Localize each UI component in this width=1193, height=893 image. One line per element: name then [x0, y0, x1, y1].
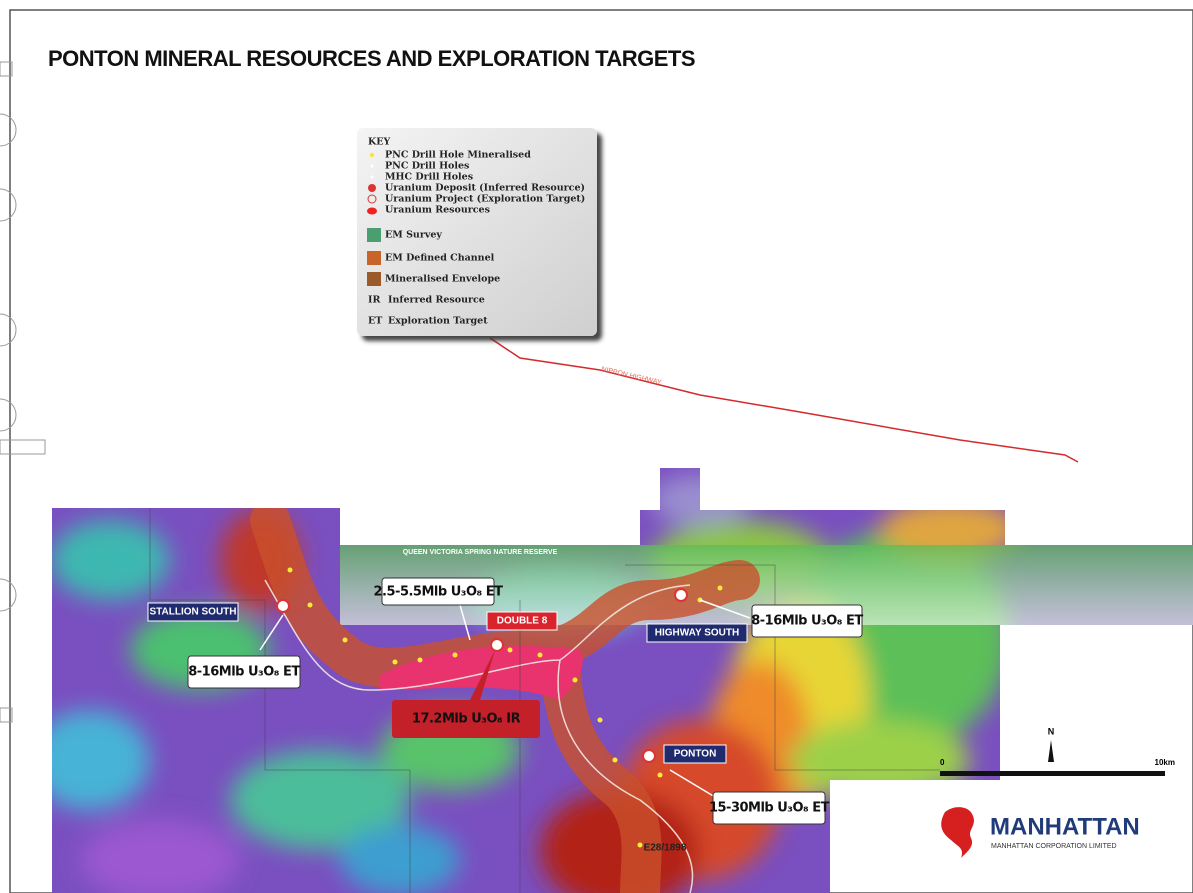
logo-name: MANHATTAN: [990, 813, 1140, 840]
legend-item: Exploration Target: [388, 316, 488, 327]
legend-item: PNC Drill Holes: [385, 161, 469, 172]
legend-code: IR: [368, 295, 380, 306]
frame: [9, 9, 1193, 893]
scale-label: 10km: [1155, 758, 1175, 767]
place-label: DOUBLE 8: [497, 616, 548, 627]
legend-item: EM Survey: [385, 230, 442, 241]
legend-item: Inferred Resource: [388, 295, 485, 306]
place-label: STALLION SOUTH: [149, 607, 236, 618]
legend-item: Uranium Project (Exploration Target): [385, 194, 585, 205]
callout: 8-16Mlb U₃O₈ ET: [188, 665, 300, 680]
legend-item: Uranium Resources: [385, 205, 490, 216]
place-label: PONTON: [674, 749, 717, 760]
binder-rings: [0, 61, 46, 723]
scale-label: 0: [940, 758, 945, 767]
logo-subtitle: MANHATTAN CORPORATION LIMITED: [991, 843, 1117, 850]
legend-item: Uranium Deposit (Inferred Resource): [385, 183, 585, 194]
highway: [489, 337, 1079, 463]
callouts: 2.5-5.5Mlb U₃O₈ ET 8-16Mlb U₃O₈ ET 8-16M…: [187, 577, 864, 825]
legend-item: MHC Drill Holes: [385, 172, 473, 183]
legend: KEY PNC Drill Hole Mineralised PNC Drill…: [357, 128, 597, 336]
tenement-label: E28/1898: [644, 843, 687, 854]
place-label: HIGHWAY SOUTH: [655, 628, 739, 639]
callout: 8-16Mlb U₃O₈ ET: [751, 614, 863, 629]
legend-item: PNC Drill Hole Mineralised: [385, 150, 531, 161]
legend-heading: KEY: [368, 137, 390, 148]
title: PONTON MINERAL RESOURCES AND EXPLORATION…: [48, 46, 695, 71]
callout: 15-30Mlb U₃O₈ ET: [709, 801, 830, 816]
scale-bar: N 0 10km: [940, 726, 1175, 776]
logo: MANHATTAN MANHATTAN CORPORATION LIMITED: [941, 807, 1140, 858]
place-labels: STALLION SOUTH DOUBLE 8 HIGHWAY SOUTH PO…: [147, 602, 748, 854]
highway-label: NIPPON HIGHWAY: [601, 366, 663, 387]
deposit-markers: [276, 588, 688, 763]
callout: 2.5-5.5Mlb U₃O₈ ET: [374, 585, 504, 600]
reserve-label: QUEEN VICTORIA SPRING NATURE RESERVE: [403, 549, 558, 556]
legend-item: Mineralised Envelope: [385, 274, 500, 285]
legend-code: ET: [368, 316, 382, 327]
legend-item: EM Defined Channel: [385, 253, 495, 264]
north-label: N: [1048, 726, 1055, 736]
callout: 17.2Mlb U₃O₈ IR: [412, 712, 521, 727]
